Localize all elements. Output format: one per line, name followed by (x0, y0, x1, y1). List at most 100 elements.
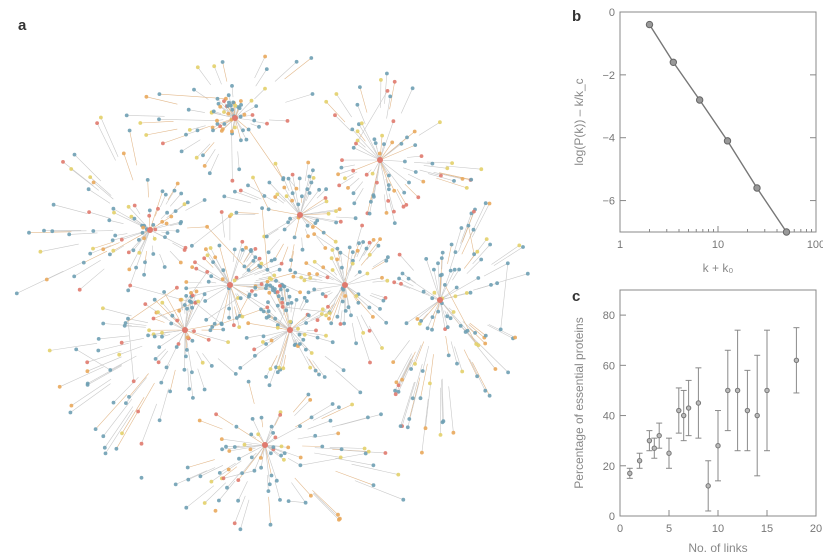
network-node (101, 434, 106, 439)
network-edge (219, 245, 231, 286)
network-node (488, 242, 492, 247)
network-node (91, 229, 96, 233)
network-node (221, 268, 226, 273)
network-edge (268, 239, 280, 253)
network-node (299, 275, 304, 280)
network-node (338, 219, 343, 224)
network-node (407, 180, 411, 185)
network-node (372, 194, 376, 199)
network-node (424, 257, 429, 261)
network-node (69, 167, 74, 171)
network-edge (371, 309, 387, 324)
network-edge (228, 460, 242, 470)
network-node (460, 177, 465, 181)
degree-distribution-chart: 0 −2 −4 −6 1 10 100 log(P(k)) – k/k_c k + k₀ (572, 7, 823, 275)
network-node (274, 365, 278, 370)
network-node (304, 347, 308, 352)
network-edge (271, 272, 296, 280)
network-node (495, 281, 499, 286)
network-edge (203, 258, 214, 268)
network-node (479, 257, 484, 262)
network-edge (217, 98, 236, 119)
network-node (250, 289, 254, 293)
network-node (215, 96, 220, 101)
network-edge (280, 286, 291, 331)
chart-c-data-point (695, 400, 702, 406)
network-edge (394, 282, 411, 289)
network-edge (497, 273, 528, 284)
network-node (452, 267, 457, 272)
network-node (288, 268, 293, 273)
network-node (240, 314, 245, 319)
network-edge (229, 284, 235, 326)
network-node (259, 465, 263, 470)
network-node (483, 388, 488, 393)
network-node (347, 245, 352, 250)
network-node (260, 206, 264, 211)
network-node (320, 292, 325, 296)
network-node (290, 198, 294, 203)
network-node (246, 183, 250, 188)
network-node (144, 133, 149, 137)
panel-c-label: c (572, 288, 580, 305)
network-node (307, 191, 312, 195)
network-node (259, 307, 263, 312)
network-edge (149, 216, 172, 231)
network-node (195, 65, 200, 70)
network-node (264, 283, 269, 288)
network-edge (454, 346, 463, 372)
network-edge (285, 93, 313, 103)
network-node (265, 121, 269, 126)
network-edge (248, 129, 284, 180)
network-node (278, 284, 282, 288)
network-node (169, 321, 174, 326)
network-edge (355, 225, 363, 247)
network-edge (368, 325, 383, 349)
network-node (308, 276, 313, 280)
network-edge (299, 213, 329, 216)
network-node (357, 122, 361, 127)
network-edge (425, 383, 431, 429)
network-edge (347, 177, 360, 189)
network-node (454, 285, 459, 290)
network-edge (340, 414, 382, 426)
network-node (379, 78, 383, 82)
chart-c-y-axis-label: Percentage of essential proteins (572, 317, 586, 488)
network-node (222, 110, 226, 114)
network-node (330, 402, 335, 406)
network-node (333, 113, 337, 118)
network-node (143, 302, 148, 306)
network-node (140, 230, 145, 235)
network-edge (260, 444, 266, 468)
network-edge (133, 229, 151, 251)
network-edge (125, 322, 147, 326)
network-node (234, 316, 239, 320)
network-edge (237, 481, 248, 501)
network-edge (129, 130, 137, 166)
network-node (252, 347, 257, 352)
network-node (173, 209, 178, 214)
network-node (393, 392, 398, 397)
network-edge (197, 125, 211, 131)
network-edge (141, 403, 157, 444)
network-edge (295, 417, 312, 428)
network-edge (234, 191, 258, 201)
network-edge (121, 229, 151, 240)
network-node (277, 267, 282, 272)
network-node (126, 204, 131, 209)
network-node (397, 276, 401, 281)
network-node (103, 451, 108, 456)
network-edge (221, 211, 225, 238)
network-edge (419, 169, 441, 176)
network-edge (308, 170, 314, 187)
network-node (438, 120, 442, 125)
network-edge (269, 182, 301, 216)
network-node (293, 270, 298, 275)
network-edge (154, 299, 186, 331)
network-edge (312, 407, 340, 421)
chart-b-y-tick-label: 0 (609, 7, 615, 19)
network-edge (286, 196, 301, 216)
network-node (215, 118, 219, 123)
chart-c-data-point (627, 470, 633, 477)
network-node (317, 372, 321, 377)
